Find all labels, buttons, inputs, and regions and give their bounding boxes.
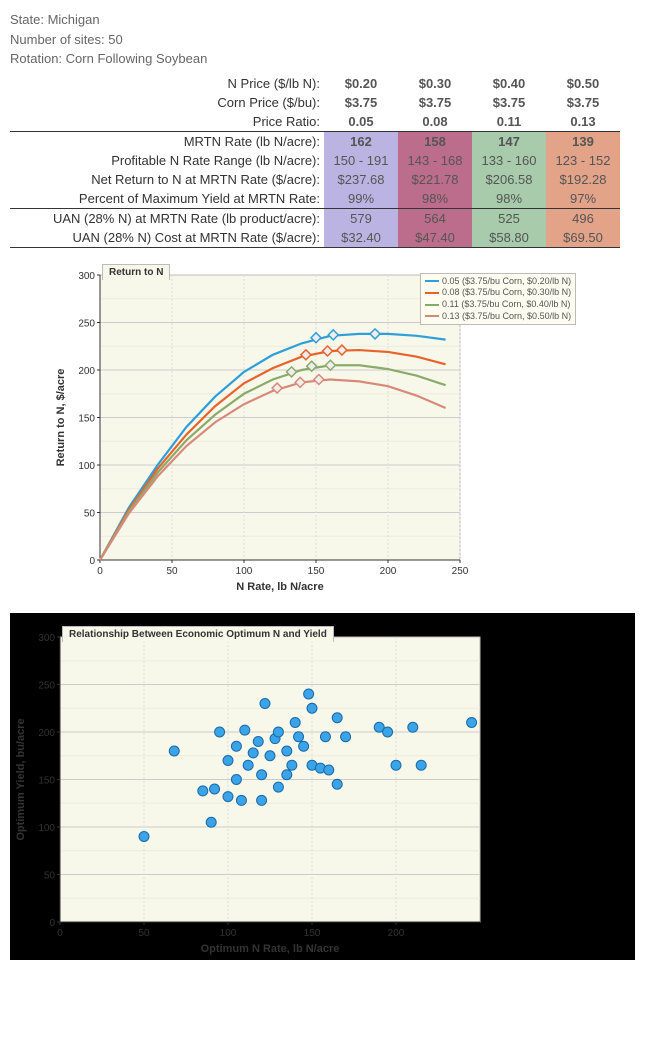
mrtn-table: N Price ($/lb N):$0.20$0.30$0.40$0.50 Cor… [10, 74, 620, 248]
svg-text:250: 250 [38, 680, 55, 691]
cell: 98% [398, 189, 472, 209]
cell: 147 [472, 131, 546, 151]
cell: $221.78 [398, 170, 472, 189]
return-chart-title: Return to N [102, 264, 170, 280]
cell: $47.40 [398, 228, 472, 248]
row-label: MRTN Rate (lb N/acre): [10, 131, 324, 151]
cell: $0.40 [472, 74, 546, 93]
legend-item: 0.05 ($3.75/bu Corn, $0.20/lb N) [425, 276, 571, 288]
return-chart-wrap: Return to N 0 50 100 150 200 250 300 0 50 100 150 2… [50, 263, 672, 598]
svg-text:100: 100 [78, 461, 95, 472]
cell: $69.50 [546, 228, 620, 248]
svg-text:250: 250 [78, 318, 95, 329]
cell: $3.75 [398, 93, 472, 112]
cell: $32.40 [324, 228, 398, 248]
row-label: Price Ratio: [10, 112, 324, 132]
cell: $3.75 [472, 93, 546, 112]
cell: 0.08 [398, 112, 472, 132]
svg-text:150: 150 [38, 775, 55, 786]
row-label: Profitable N Rate Range (lb N/acre): [10, 151, 324, 170]
svg-text:150: 150 [308, 566, 325, 577]
row-label: Percent of Maximum Yield at MRTN Rate: [10, 189, 324, 209]
cell: 123 - 152 [546, 151, 620, 170]
cell: $192.28 [546, 170, 620, 189]
svg-text:0: 0 [89, 556, 95, 567]
state-label: State: [10, 12, 44, 27]
svg-text:150: 150 [304, 928, 321, 939]
svg-text:200: 200 [78, 366, 95, 377]
cell: 564 [398, 208, 472, 228]
svg-text:0: 0 [97, 566, 103, 577]
cell: 0.13 [546, 112, 620, 132]
row-label: Corn Price ($/bu): [10, 93, 324, 112]
header-info: State: Michigan Number of sites: 50 Rota… [10, 10, 672, 69]
cell: 579 [324, 208, 398, 228]
svg-text:N Rate, lb N/acre: N Rate, lb N/acre [236, 581, 323, 593]
svg-text:0: 0 [57, 928, 63, 939]
cell: $206.58 [472, 170, 546, 189]
cell: 150 - 191 [324, 151, 398, 170]
cell: 525 [472, 208, 546, 228]
svg-text:100: 100 [236, 566, 253, 577]
cell: 0.05 [324, 112, 398, 132]
legend-item: 0.13 ($3.75/bu Corn, $0.50/lb N) [425, 311, 571, 323]
cell: $0.30 [398, 74, 472, 93]
sites-label: Number of sites: [10, 32, 105, 47]
svg-text:Optimum N Rate, lb N/acre: Optimum N Rate, lb N/acre [201, 943, 340, 955]
cell: $3.75 [546, 93, 620, 112]
svg-text:200: 200 [388, 928, 405, 939]
svg-text:300: 300 [38, 633, 55, 644]
svg-text:50: 50 [44, 870, 56, 881]
cell: $237.68 [324, 170, 398, 189]
cell: 0.11 [472, 112, 546, 132]
legend-item: 0.11 ($3.75/bu Corn, $0.40/lb N) [425, 299, 571, 311]
svg-text:Optimum Yield, bu/acre: Optimum Yield, bu/acre [15, 718, 27, 840]
cell: 143 - 168 [398, 151, 472, 170]
svg-text:150: 150 [78, 413, 95, 424]
return-chart: 0 50 100 150 200 250 300 0 50 100 150 200 250 N Rate,… [50, 263, 470, 595]
state-value: Michigan [48, 12, 100, 27]
cell: 162 [324, 131, 398, 151]
row-label: N Price ($/lb N): [10, 74, 324, 93]
scatter-chart-title: Relationship Between Economic Optimum N … [62, 626, 334, 642]
cell: 133 - 160 [472, 151, 546, 170]
svg-text:Return to N, $/acre: Return to N, $/acre [55, 368, 67, 466]
return-legend: 0.05 ($3.75/bu Corn, $0.20/lb N)0.08 ($3… [420, 273, 576, 326]
row-label: UAN (28% N) Cost at MRTN Rate ($/acre): [10, 228, 324, 248]
svg-text:200: 200 [38, 728, 55, 739]
sites-value: 50 [108, 32, 122, 47]
cell: $58.80 [472, 228, 546, 248]
svg-text:100: 100 [220, 928, 237, 939]
cell: 99% [324, 189, 398, 209]
svg-text:250: 250 [452, 566, 469, 577]
svg-text:50: 50 [166, 566, 178, 577]
cell: $3.75 [324, 93, 398, 112]
svg-text:50: 50 [138, 928, 150, 939]
scatter-chart: 0 50 100 150 200 250 300 0 50 100 150 200 Optimum N … [10, 625, 490, 957]
row-label: UAN (28% N) at MRTN Rate (lb product/acr… [10, 208, 324, 228]
cell: $0.20 [324, 74, 398, 93]
cell: $0.50 [546, 74, 620, 93]
svg-text:0: 0 [49, 918, 55, 929]
svg-text:50: 50 [84, 508, 96, 519]
cell: 158 [398, 131, 472, 151]
cell: 496 [546, 208, 620, 228]
svg-text:300: 300 [78, 271, 95, 282]
rotation-label: Rotation: [10, 51, 62, 66]
cell: 97% [546, 189, 620, 209]
cell: 139 [546, 131, 620, 151]
svg-text:100: 100 [38, 823, 55, 834]
row-label: Net Return to N at MRTN Rate ($/acre): [10, 170, 324, 189]
svg-text:200: 200 [380, 566, 397, 577]
cell: 98% [472, 189, 546, 209]
scatter-outer: Relationship Between Economic Optimum N … [10, 613, 635, 960]
rotation-value: Corn Following Soybean [66, 51, 208, 66]
legend-item: 0.08 ($3.75/bu Corn, $0.30/lb N) [425, 287, 571, 299]
